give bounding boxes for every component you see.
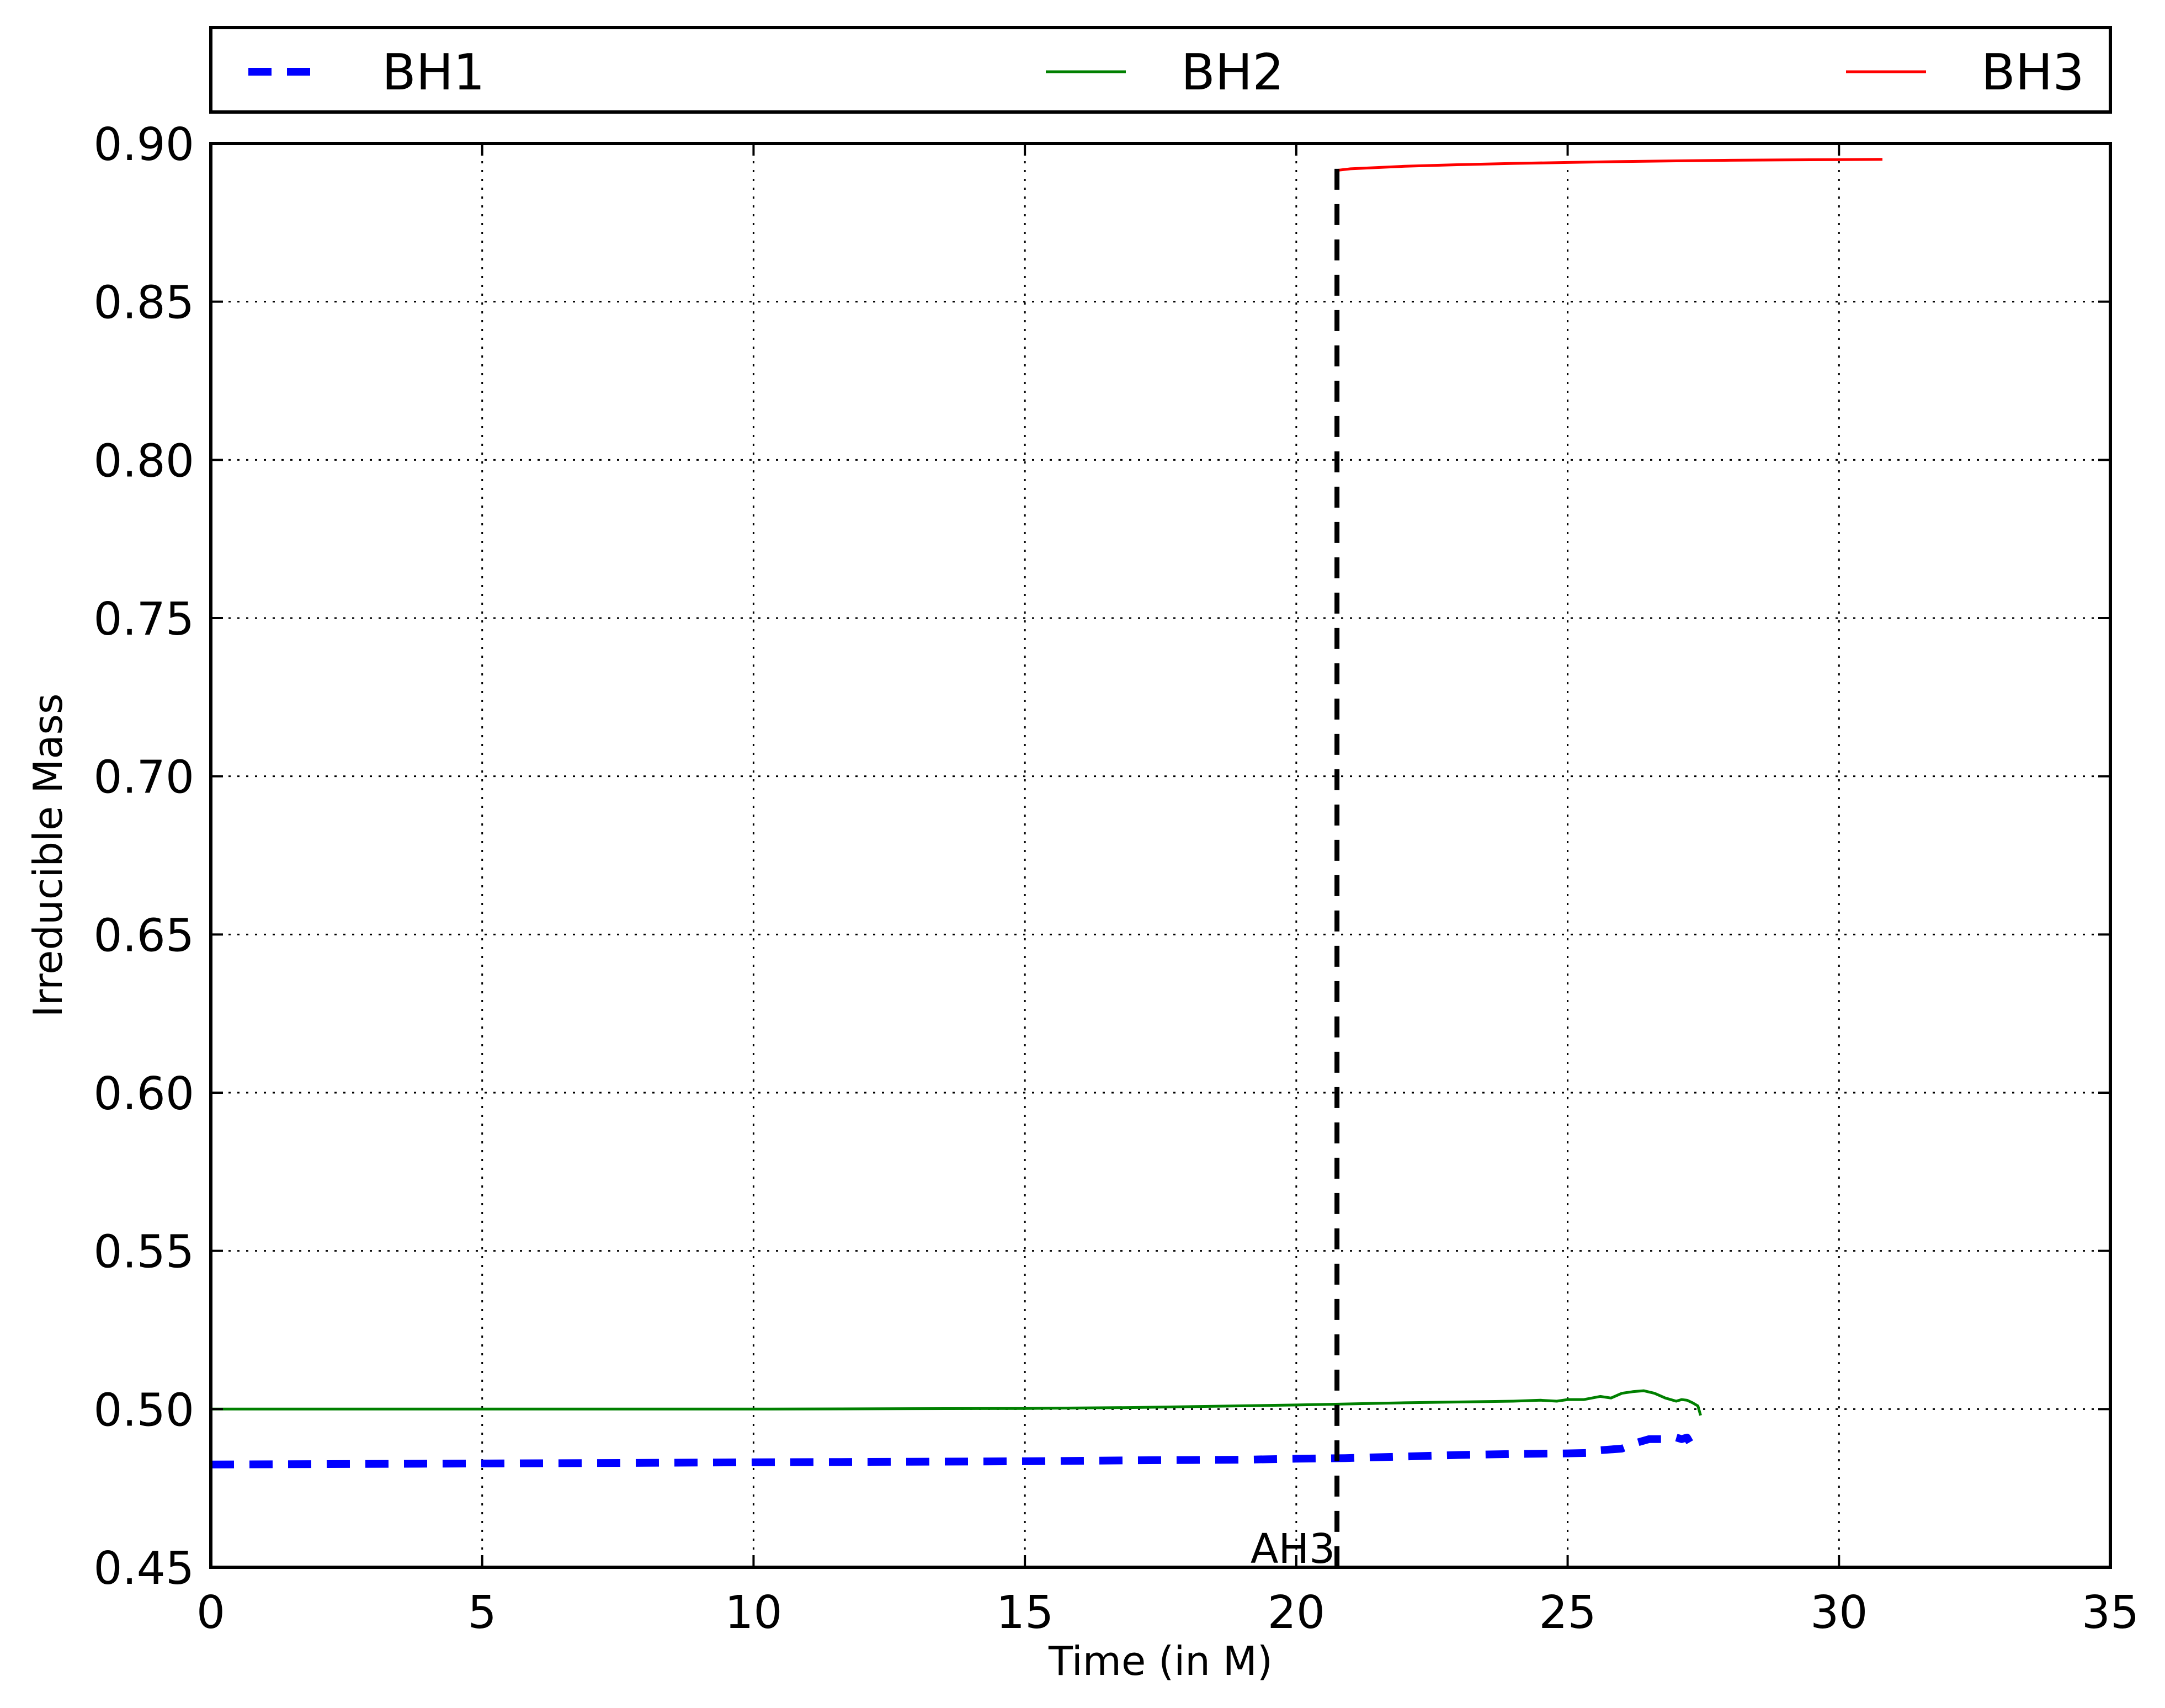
y-tick-label: 0.75 bbox=[93, 593, 194, 646]
x-tick-label: 5 bbox=[468, 1587, 497, 1639]
y-tick-label: 0.55 bbox=[93, 1226, 194, 1279]
legend-label-bh1: BH1 bbox=[382, 44, 485, 102]
y-tick-label: 0.60 bbox=[93, 1068, 194, 1120]
legend-frame bbox=[209, 26, 2112, 114]
x-tick-label: 30 bbox=[1810, 1587, 1868, 1639]
x-tick-label: 15 bbox=[996, 1587, 1054, 1639]
y-tick-label: 0.85 bbox=[93, 277, 194, 329]
y-axis-label: Irreducible Mass bbox=[25, 694, 71, 1018]
legend-label-bh3: BH3 bbox=[1981, 44, 2084, 102]
plot-background bbox=[211, 143, 2110, 1567]
x-tick-labels: 0 5 10 15 20 25 30 35 bbox=[196, 1587, 2139, 1639]
y-tick-labels: 0.45 0.50 0.55 0.60 0.65 0.70 0.75 0.80 0.85 0.90 bbox=[93, 119, 194, 1595]
tick-marks bbox=[210, 142, 2111, 1568]
x-tick-label: 20 bbox=[1268, 1587, 1325, 1639]
x-tick-label: 25 bbox=[1539, 1587, 1596, 1639]
y-tick-label: 0.50 bbox=[93, 1384, 194, 1436]
plot-frame bbox=[209, 142, 2112, 1569]
x-tick-label: 0 bbox=[196, 1587, 225, 1639]
x-tick-label: 10 bbox=[725, 1587, 782, 1639]
y-tick-label: 0.70 bbox=[93, 752, 194, 804]
plot-area bbox=[209, 142, 2112, 1569]
series-group bbox=[210, 158, 1883, 1468]
x-axis-label: Time (in M) bbox=[1048, 1638, 1273, 1684]
series-line-bh2 bbox=[211, 1389, 1702, 1416]
y-tick-label: 0.45 bbox=[93, 1542, 194, 1595]
ah3-label: AH3 bbox=[1251, 1525, 1335, 1573]
series-line-bh3 bbox=[1337, 158, 1883, 172]
legend: BH1 BH2 BH3 bbox=[209, 26, 2112, 114]
x-tick-label: 35 bbox=[2082, 1587, 2139, 1639]
y-tick-label: 0.90 bbox=[93, 119, 194, 171]
y-tick-label: 0.65 bbox=[93, 909, 194, 962]
y-tick-label: 0.80 bbox=[93, 435, 194, 487]
series-line-bh1 bbox=[210, 1433, 1693, 1468]
legend-label-bh2: BH2 bbox=[1181, 44, 1284, 102]
